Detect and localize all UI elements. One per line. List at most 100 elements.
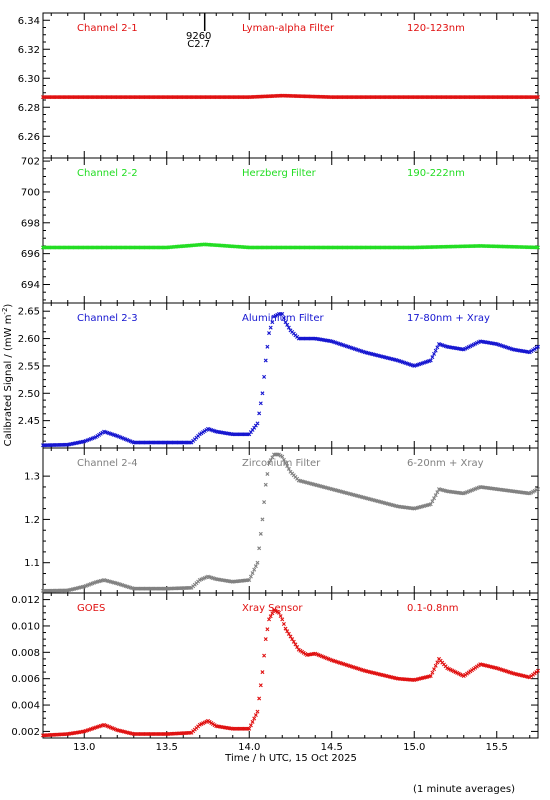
y-tick-label: 702 bbox=[21, 157, 40, 168]
data-series bbox=[41, 242, 540, 250]
data-point bbox=[435, 490, 440, 495]
x-tick-label: 13.0 bbox=[73, 742, 95, 753]
data-point bbox=[268, 458, 273, 463]
data-point bbox=[248, 723, 253, 728]
panel-2: 694 696 698 700 702 Channel 2-2 Herzberg Filte… bbox=[21, 157, 540, 304]
panel-1: 6.26 6.28 6.30 6.32 6.34 Channel 2-1 Lyman-alp… bbox=[18, 12, 540, 159]
data-point bbox=[267, 461, 272, 466]
data-point bbox=[253, 713, 258, 718]
panel-frame bbox=[42, 302, 539, 449]
data-point bbox=[428, 358, 433, 363]
data-point bbox=[270, 320, 275, 325]
panel-channel-label: Channel 2-1 bbox=[77, 23, 138, 34]
y-axis-title-main: Calibrated Signal / (mW m bbox=[3, 315, 14, 447]
data-point bbox=[250, 719, 255, 724]
y-tick-label: 700 bbox=[21, 187, 40, 198]
y-tick-label: 2.55 bbox=[18, 361, 40, 372]
panel-channel-label: Channel 2-2 bbox=[77, 168, 138, 179]
data-point bbox=[286, 466, 291, 471]
data-point bbox=[536, 668, 540, 673]
marker-label-number: 9260 bbox=[186, 31, 211, 42]
data-series bbox=[41, 311, 540, 448]
data-point bbox=[267, 331, 272, 336]
data-point bbox=[262, 374, 267, 379]
data-point bbox=[257, 696, 262, 701]
panel-band-label: 17-80nm + Xray bbox=[407, 313, 490, 324]
data-point bbox=[255, 560, 260, 565]
y-tick-label: 2.65 bbox=[18, 307, 40, 318]
x-tick-label: 13.5 bbox=[156, 742, 178, 753]
data-point bbox=[247, 578, 252, 583]
data-point bbox=[280, 311, 285, 316]
data-point bbox=[285, 322, 290, 327]
panel-channel-label: GOES bbox=[77, 603, 105, 614]
data-point bbox=[262, 500, 267, 505]
y-tick-label: 6.26 bbox=[18, 132, 40, 143]
data-point bbox=[291, 639, 296, 644]
y-tick-label: 0.004 bbox=[11, 701, 40, 712]
data-point bbox=[432, 496, 437, 501]
data-point bbox=[285, 464, 290, 469]
panel-filter-label: Lyman-alpha Filter bbox=[242, 23, 335, 34]
data-point bbox=[283, 626, 288, 631]
data-point bbox=[288, 634, 293, 639]
panel-frame bbox=[42, 157, 539, 304]
y-tick-label: 694 bbox=[21, 280, 40, 291]
data-point bbox=[255, 709, 260, 714]
y-tick-label: 1.2 bbox=[24, 515, 40, 526]
data-series bbox=[41, 93, 540, 100]
data-point bbox=[267, 617, 272, 622]
data-point bbox=[260, 517, 265, 522]
data-point bbox=[268, 614, 273, 619]
data-point bbox=[258, 401, 263, 406]
y-tick-label: 1.1 bbox=[24, 558, 40, 569]
panel-channel-label: Channel 2-3 bbox=[77, 313, 138, 324]
panel-frame bbox=[42, 447, 539, 594]
data-point bbox=[290, 637, 295, 642]
data-point bbox=[247, 726, 252, 731]
data-point bbox=[283, 461, 288, 466]
data-point bbox=[257, 411, 262, 416]
data-point bbox=[281, 621, 286, 626]
y-axis-title-sup: -2 bbox=[1, 308, 9, 315]
data-point bbox=[276, 610, 281, 615]
data-point bbox=[293, 642, 298, 647]
data-point bbox=[286, 631, 291, 636]
data-point bbox=[260, 670, 265, 675]
y-tick-label: 696 bbox=[21, 249, 40, 260]
y-tick-label: 0.006 bbox=[11, 674, 40, 685]
x-tick-label: 15.0 bbox=[403, 742, 425, 753]
data-point bbox=[263, 482, 268, 487]
x-tick-label: 14.0 bbox=[238, 742, 260, 753]
data-point bbox=[435, 345, 440, 350]
data-point bbox=[281, 457, 286, 462]
y-axis-title-close: ) bbox=[3, 304, 14, 308]
data-point bbox=[250, 571, 255, 576]
y-tick-label: 6.30 bbox=[18, 74, 40, 85]
panel-frame bbox=[42, 12, 539, 159]
panel-band-label: 0.1-0.8nm bbox=[407, 603, 459, 614]
data-point bbox=[270, 611, 275, 616]
y-tick-label: 0.010 bbox=[11, 621, 40, 632]
data-point bbox=[295, 645, 300, 650]
data-point bbox=[258, 531, 263, 536]
panel-5: 0.002 0.004 0.006 0.008 0.010 0.012 13.0 13.5 14… bbox=[11, 592, 540, 753]
panel-band-label: 6-20nm + Xray bbox=[407, 458, 484, 469]
chart-panels: 6.26 6.28 6.30 6.32 6.34 Channel 2-1 Lyman-alp… bbox=[11, 12, 540, 753]
data-point bbox=[248, 574, 253, 579]
panel-4: 1.1 1.2 1.3 Channel 2-4 Zirconium Filter 6-20… bbox=[24, 447, 540, 594]
data-point bbox=[260, 391, 265, 396]
x-tick-label: 15.5 bbox=[486, 742, 508, 753]
data-point bbox=[435, 660, 440, 665]
data-point bbox=[280, 617, 285, 622]
x-axis-title: Time / h UTC, 15 Oct 2025 bbox=[224, 753, 357, 764]
y-tick-label: 2.60 bbox=[18, 334, 40, 345]
data-point bbox=[280, 454, 285, 459]
y-tick-label: 698 bbox=[21, 218, 40, 229]
data-point bbox=[270, 455, 275, 460]
data-point bbox=[536, 95, 540, 100]
data-point bbox=[263, 358, 268, 363]
panel-band-label: 120-123nm bbox=[407, 23, 465, 34]
